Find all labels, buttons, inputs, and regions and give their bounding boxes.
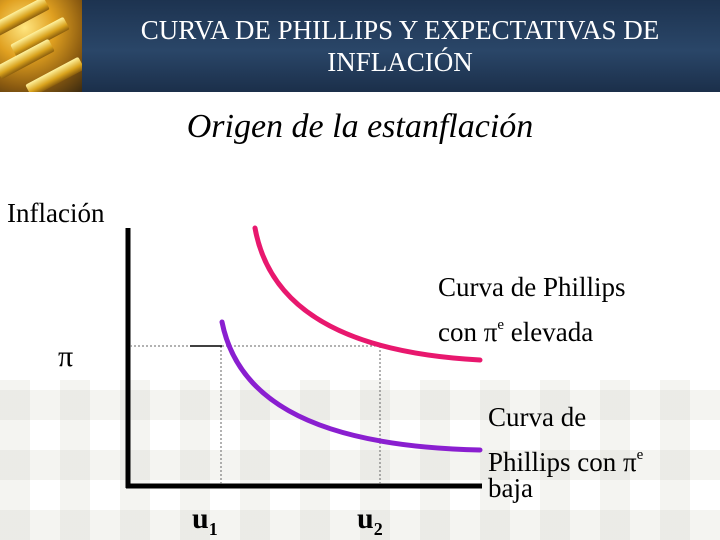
y-axis-label: Inflación (7, 198, 105, 228)
gold-bars-image (0, 0, 82, 92)
background-pattern (0, 380, 720, 540)
slide-subtitle: Origen de la estanflación (186, 108, 534, 145)
curve-low-expectations (219, 319, 483, 453)
header-banner: CURVA DE PHILLIPS Y EXPECTATIVAS DE INFL… (0, 0, 720, 92)
u1-label: u1 (192, 502, 218, 539)
low-curve-label: Curva de Phillips con πe baja (488, 398, 643, 507)
high-curve-label: Curva de Phillips con πe elevada (438, 268, 626, 351)
u2-label: u2 (357, 502, 383, 539)
high-curve-label-line2: con πe elevada (438, 317, 594, 347)
pi-marker: π (58, 340, 74, 373)
title-line-1: CURVA DE PHILLIPS Y EXPECTATIVAS DE (140, 15, 660, 45)
curve-high-expectations (252, 225, 483, 363)
low-curve-label-line3: baja (488, 473, 533, 503)
low-curve-label-line1: Curva de (488, 402, 587, 432)
low-curve-label-line2: Phillips con πe (488, 447, 644, 477)
title-line-2: INFLACIÓN (327, 47, 473, 77)
high-curve-label-line1: Curva de Phillips (438, 272, 626, 302)
slide-title: CURVA DE PHILLIPS Y EXPECTATIVAS DE INFL… (80, 14, 720, 78)
